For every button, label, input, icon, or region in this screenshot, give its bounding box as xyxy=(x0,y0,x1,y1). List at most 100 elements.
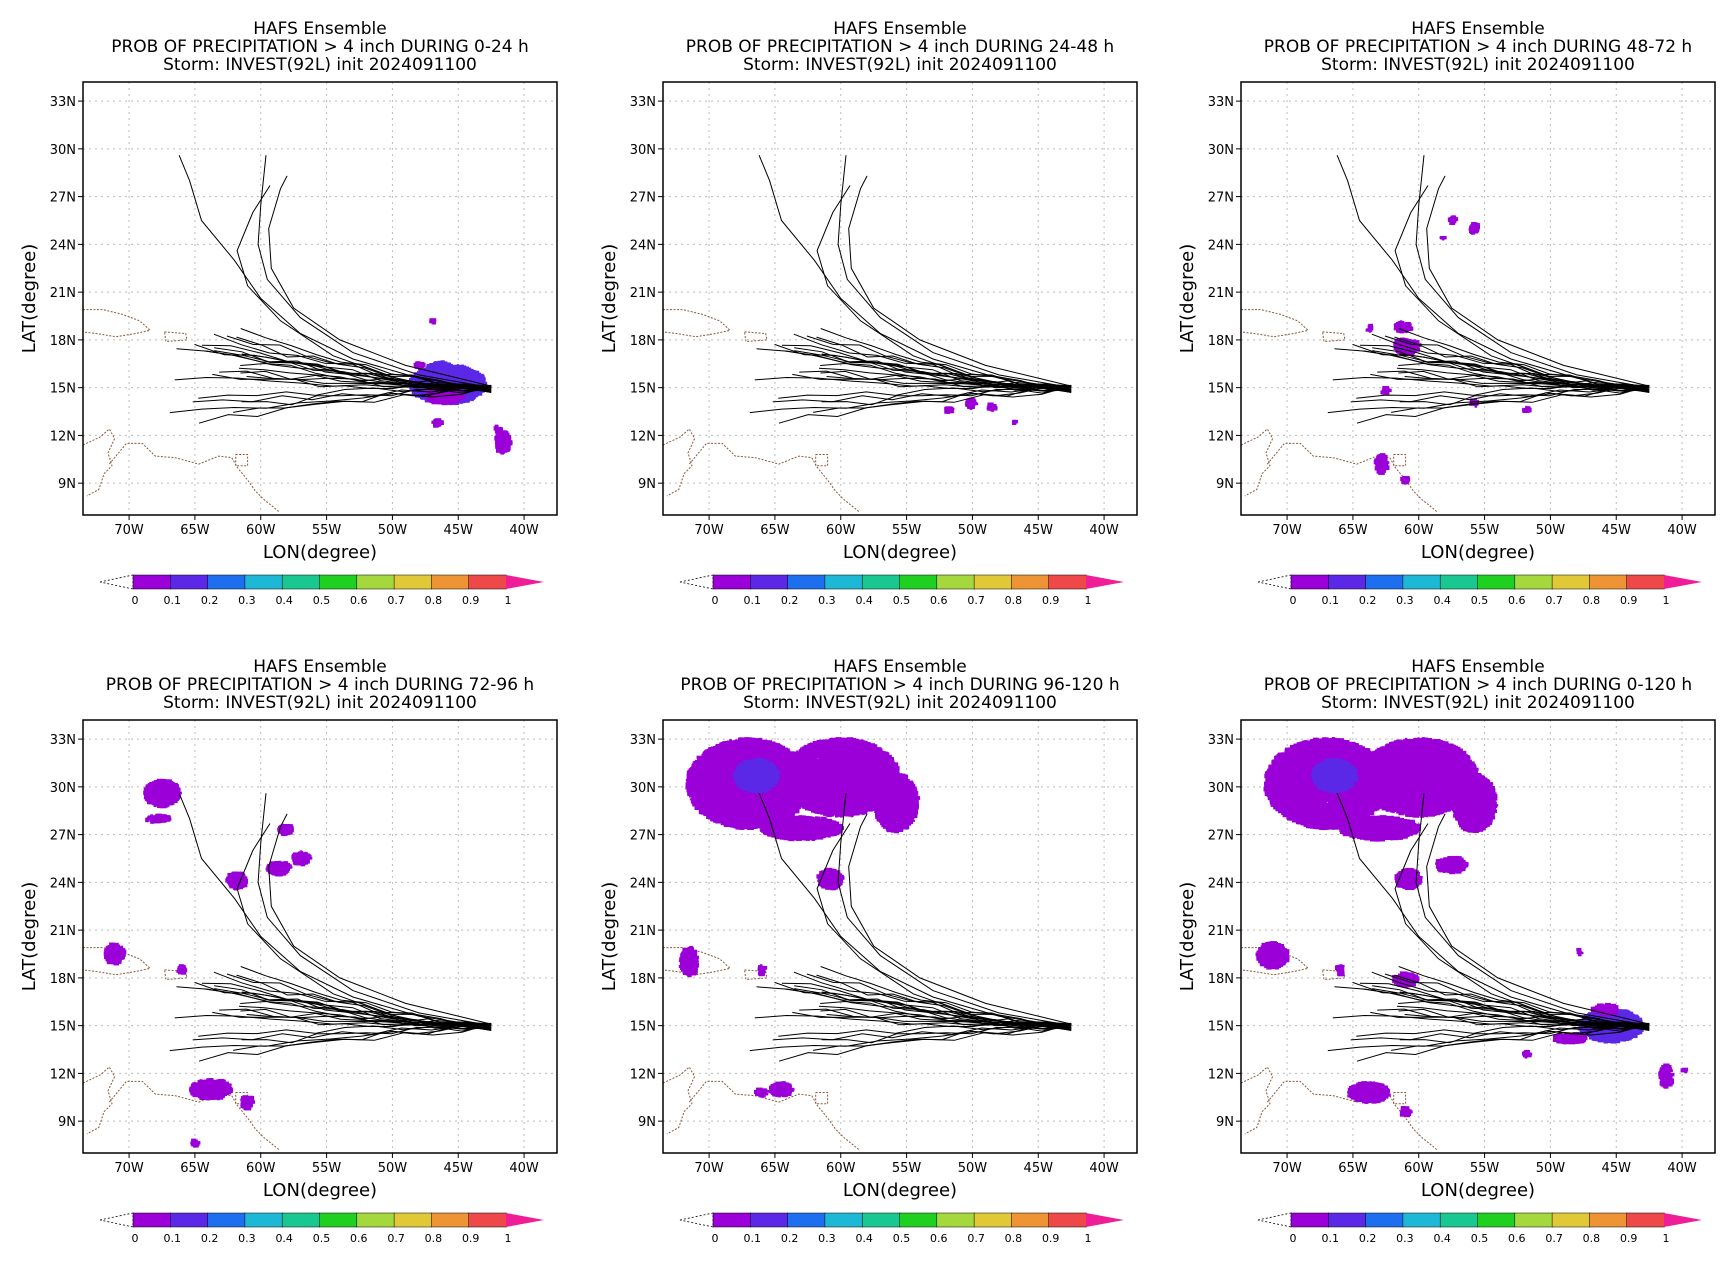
prob-cell xyxy=(503,447,508,451)
x-tick-label: 55W xyxy=(1470,523,1500,538)
prob-cell xyxy=(1393,344,1397,347)
ensemble-track xyxy=(1394,185,1650,392)
colorbar-segment xyxy=(132,574,172,590)
ensemble-track xyxy=(169,386,492,414)
chart-title-line-2: PROB OF PRECIPITATION > 4 inch DURING 96… xyxy=(680,675,1119,695)
x-tick-label: 40W xyxy=(1089,523,1119,538)
prob-cell xyxy=(1376,454,1384,460)
x-tick-label: 40W xyxy=(509,523,539,538)
prob-cell xyxy=(1381,389,1386,393)
prob-cell xyxy=(423,371,427,375)
y-tick-label: 27N xyxy=(50,191,76,206)
ensemble-track xyxy=(1426,175,1650,387)
prob-cell xyxy=(241,883,247,888)
y-tick-label: 12N xyxy=(630,429,656,444)
prob-cell xyxy=(248,1100,256,1104)
prob-cell xyxy=(1471,230,1476,235)
prob-cell xyxy=(430,379,435,383)
prob-cell xyxy=(1405,328,1408,333)
colorbar-tick-label: 0.9 xyxy=(1042,594,1060,607)
y-axis-label: LAT(degree) xyxy=(599,244,620,353)
chart-title-line-3: Storm: INVEST(92L) init 2024091100 xyxy=(163,693,477,713)
colorbar-tick-label: 0.4 xyxy=(275,1232,293,1245)
ensemble-track xyxy=(257,793,492,1027)
prob-cell xyxy=(1407,323,1412,326)
prob-cell xyxy=(147,784,152,789)
prob-cell xyxy=(167,788,172,791)
prob-cell xyxy=(476,372,482,377)
chart-title-line-2: PROB OF PRECIPITATION > 4 inch DURING 0-… xyxy=(111,37,529,57)
prob-cell xyxy=(500,430,507,435)
prob-cell xyxy=(436,418,440,423)
prob-cell xyxy=(500,441,505,446)
prob-cell xyxy=(437,423,441,427)
prob-cell xyxy=(232,881,237,885)
prob-area xyxy=(176,964,188,975)
prob-cell xyxy=(150,784,157,789)
y-tick-label: 12N xyxy=(50,429,76,444)
y-tick-label: 9N xyxy=(1216,477,1234,492)
prob-cell xyxy=(437,420,444,425)
prob-cell xyxy=(244,1096,251,1100)
prob-cell xyxy=(284,868,291,871)
prob-cell xyxy=(121,954,125,959)
prob-cell xyxy=(478,375,485,380)
prob-cell xyxy=(232,871,238,875)
y-tick-label: 33N xyxy=(50,95,76,110)
prob-cell xyxy=(155,798,160,803)
prob-cell xyxy=(1470,226,1475,229)
coastline xyxy=(815,1092,829,1105)
prob-cell xyxy=(147,816,152,820)
colorbar-tick-label: 1 xyxy=(1085,594,1092,607)
colorbar-segment xyxy=(712,574,752,590)
colorbar-tick-label: 1 xyxy=(505,1232,512,1245)
colorbar-tick-label: 0 xyxy=(132,594,139,607)
colorbar-under-arrow xyxy=(99,1212,134,1228)
prob-cell xyxy=(473,374,477,379)
prob-cell xyxy=(277,827,283,832)
coastline xyxy=(83,428,116,497)
prob-cell xyxy=(425,379,428,384)
x-tick-label: 70W xyxy=(694,523,724,538)
prob-cell xyxy=(1405,338,1409,341)
prob-area xyxy=(1447,215,1459,225)
plot-area xyxy=(83,720,557,1153)
prob-cell xyxy=(193,1141,200,1144)
plot-frame xyxy=(82,719,558,1154)
ensemble-track xyxy=(241,1026,492,1044)
prob-cell xyxy=(461,366,468,369)
ensemble-track xyxy=(238,367,492,389)
x-tick-label: 50W xyxy=(1536,523,1566,538)
y-tick-label: 18N xyxy=(630,334,656,349)
colorbar-segment xyxy=(824,574,863,590)
y-tick-label: 21N xyxy=(1208,286,1234,301)
prob-cell xyxy=(166,790,174,795)
prob-cell xyxy=(438,372,444,375)
colorbar-segment xyxy=(1551,574,1591,590)
y-tick-label: 30N xyxy=(50,143,76,158)
y-tick-label: 18N xyxy=(50,972,76,987)
prob-cell xyxy=(284,830,288,835)
prob-cell xyxy=(159,797,163,800)
prob-cell xyxy=(466,374,473,378)
colorbar-segment xyxy=(281,574,321,590)
prob-area xyxy=(277,823,294,837)
prob-cell xyxy=(1379,463,1386,467)
prob-cell xyxy=(155,814,162,818)
prob-cell xyxy=(170,791,177,796)
prob-cell xyxy=(971,400,975,404)
prob-cell xyxy=(144,787,149,792)
prob-cell xyxy=(230,885,237,888)
prob-cell xyxy=(1397,325,1403,330)
prob-cell xyxy=(440,393,443,396)
colorbar-over-arrow xyxy=(1086,575,1124,589)
colorbar-segment xyxy=(319,1212,358,1228)
colorbar-tick-label: 0.6 xyxy=(350,594,368,607)
prob-cell xyxy=(1470,228,1475,232)
prob-cell xyxy=(147,795,152,799)
prob-cell xyxy=(216,1093,222,1098)
prob-cell xyxy=(414,390,421,396)
prob-area xyxy=(494,430,513,455)
